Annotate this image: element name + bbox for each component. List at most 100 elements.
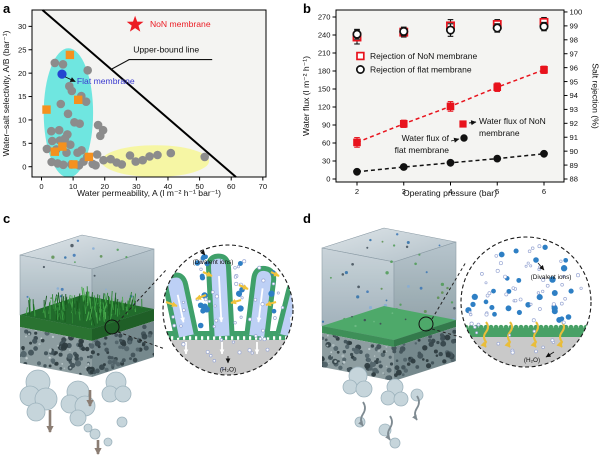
- point-reported-membranes-circles: [56, 99, 66, 109]
- grass-blade: [61, 310, 64, 321]
- monovalent-dot: [503, 274, 508, 279]
- grass-blade: [42, 304, 46, 314]
- dot: [28, 349, 34, 356]
- grass-blade: [82, 305, 86, 315]
- dot: [450, 301, 454, 304]
- label-non-membrane: NoN membrane: [150, 19, 211, 29]
- dot: [121, 345, 125, 350]
- divalent-dot: [565, 314, 572, 320]
- dot: [423, 309, 427, 314]
- dot: [366, 246, 369, 249]
- ion-exclusion-arrows: [165, 270, 280, 308]
- monovalent-dot: [469, 313, 473, 317]
- divalent-dot: [549, 276, 556, 283]
- point-reported-membranes-circles: [50, 58, 60, 68]
- dot: [132, 357, 138, 363]
- dot: [116, 362, 121, 367]
- scallop: [468, 324, 474, 330]
- panel-d-illustration: (Divalent ions) (H₂O): [321, 227, 592, 449]
- inset-ion-dots: [465, 244, 583, 355]
- point-Water flux of NoN membrane: [493, 83, 502, 91]
- dot: [442, 359, 447, 364]
- dot: [389, 362, 394, 366]
- y-right-tick-label: 100: [570, 8, 583, 17]
- dot: [385, 271, 389, 275]
- grass-blade: [25, 307, 28, 316]
- monovalent-dot: [205, 350, 210, 354]
- monovalent-dot: [579, 286, 583, 290]
- squiggle-arrow: [385, 415, 393, 441]
- dot: [441, 291, 444, 294]
- monovalent-dot: [508, 333, 511, 337]
- monovalent-dot: [498, 261, 503, 266]
- ion-arrow: [165, 300, 178, 308]
- feed-ion-dots: [321, 233, 456, 331]
- dot: [373, 320, 375, 323]
- dot: [49, 348, 52, 352]
- divalent-dot: [237, 305, 244, 312]
- grass-blade: [119, 301, 122, 312]
- point-reported-membranes-circles: [75, 119, 84, 128]
- monovalent-dot: [242, 259, 247, 264]
- monovalent-dot: [536, 291, 541, 295]
- dot: [125, 256, 128, 259]
- y-right-axis-label: Salt rejection (%): [591, 63, 600, 129]
- divalent-dot: [563, 257, 569, 263]
- point-reported-membranes-circles: [47, 126, 56, 136]
- monovalent-dot: [210, 290, 215, 294]
- dot: [33, 346, 38, 351]
- grass-blade: [98, 298, 101, 307]
- monovalent-dot: [260, 302, 265, 307]
- grass-blade: [84, 293, 87, 306]
- grass-blade: [96, 312, 98, 324]
- upper-bound-pointer: [110, 59, 213, 70]
- panel-letter-b: b: [303, 1, 311, 16]
- monovalent-dot: [484, 312, 489, 317]
- dot: [369, 360, 377, 368]
- dot: [128, 357, 133, 361]
- x-tick-label: 2: [355, 187, 359, 196]
- inset-dashed-border: [162, 244, 294, 376]
- y-tick-label: 25: [18, 45, 26, 54]
- ion-arrow: [238, 283, 249, 291]
- grass-blade: [133, 293, 137, 309]
- dot: [322, 356, 325, 362]
- y-tick-label: 10: [18, 116, 26, 125]
- grass-blade: [93, 306, 97, 316]
- dot: [338, 365, 343, 370]
- monovalent-dot: [469, 321, 474, 326]
- y-axis-label: Water–salt selectivity, A/B (bar⁻¹): [1, 30, 11, 156]
- point-reported-membranes-circles: [92, 150, 102, 159]
- dot: [418, 253, 421, 256]
- dot: [38, 342, 41, 346]
- dot: [425, 359, 429, 363]
- divalent-dot: [237, 292, 242, 297]
- y-right-tick-label: 89: [570, 161, 578, 170]
- dot: [69, 349, 71, 351]
- grass-blade: [69, 297, 73, 305]
- dot: [54, 361, 59, 366]
- pore-texture: [20, 324, 154, 376]
- y-right-tick-label: 99: [570, 22, 578, 31]
- grass-blade: [78, 311, 81, 321]
- dot: [48, 356, 51, 359]
- permeate-water-region: [461, 337, 591, 367]
- dot: [373, 355, 376, 357]
- plot-area: [336, 10, 564, 182]
- upper-bound-label: Upper-bound line: [133, 45, 199, 55]
- dot: [23, 362, 28, 366]
- dot: [403, 357, 408, 362]
- label-arrow: [537, 262, 545, 271]
- monovalent-dot: [526, 261, 530, 265]
- dot: [62, 340, 66, 343]
- dot: [118, 333, 123, 338]
- dot: [399, 346, 406, 352]
- point-Rejection of flat membrane: [399, 26, 409, 36]
- dot: [385, 350, 388, 353]
- dot: [333, 346, 339, 351]
- divalent-dot: [551, 290, 558, 296]
- annotation-arrow: [468, 120, 477, 126]
- dot: [353, 348, 360, 355]
- dot: [440, 282, 445, 287]
- monovalent-dot: [550, 338, 555, 343]
